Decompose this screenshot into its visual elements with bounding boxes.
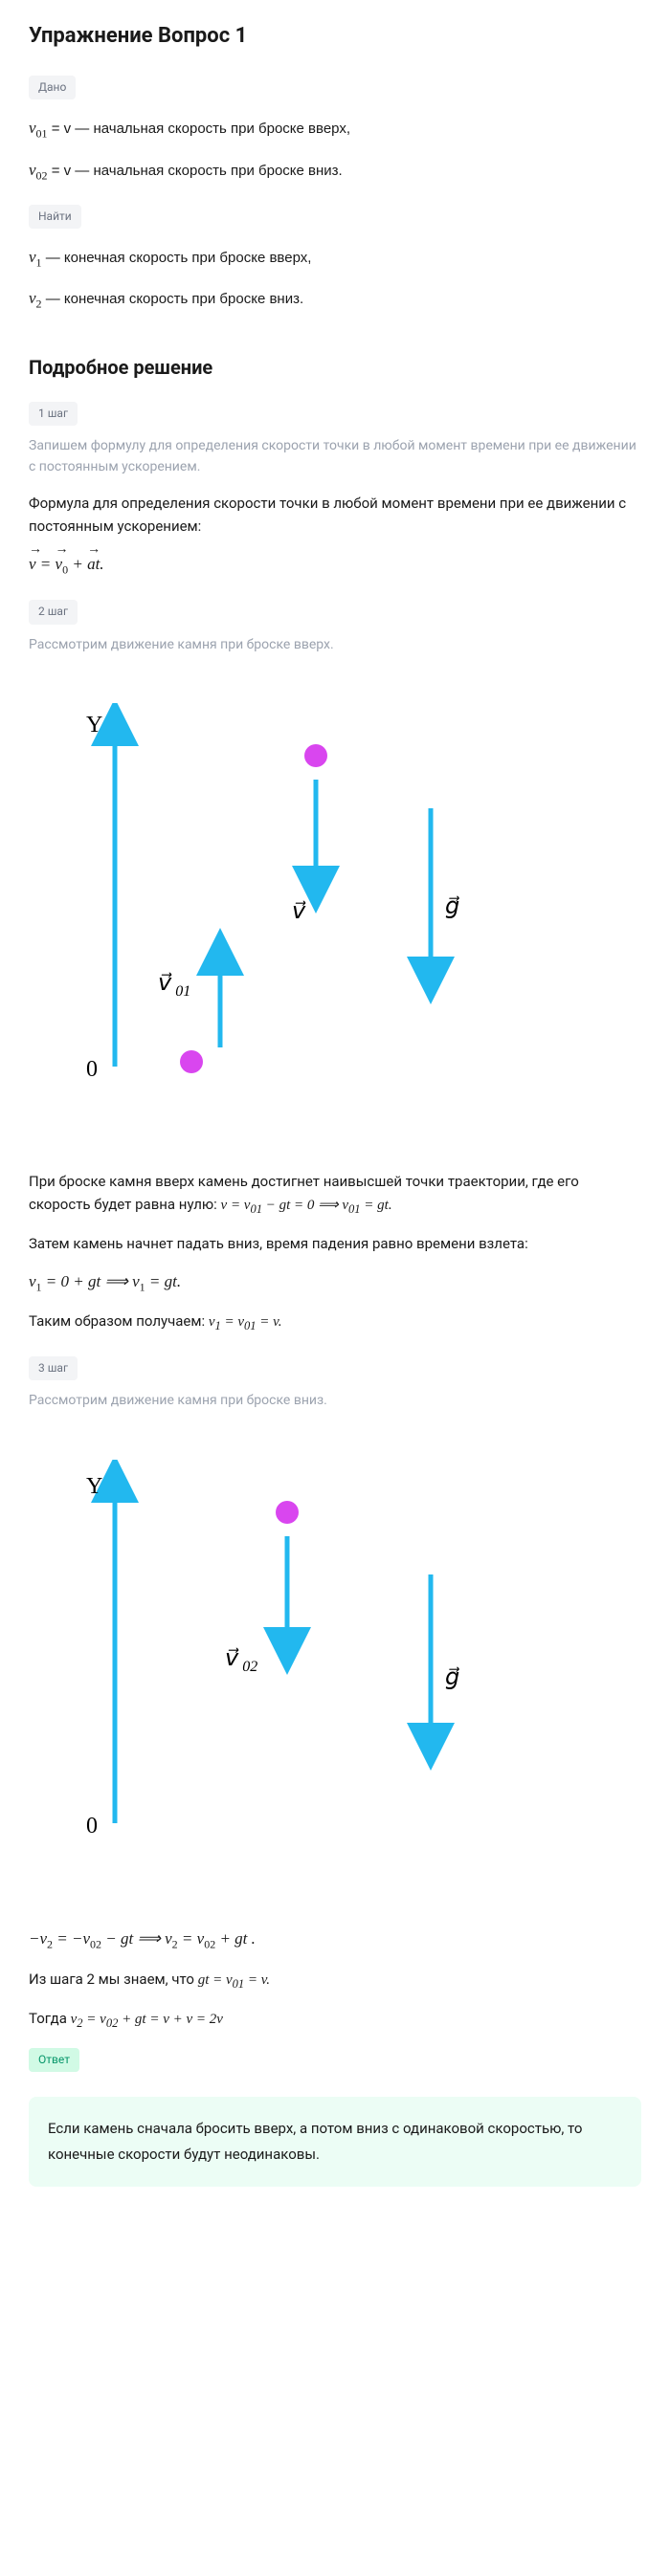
answer-box: Если камень сначала бросить вверх, а пот…	[29, 2097, 641, 2187]
diagram-throw-down: Y 0 v⃗ 02 g⃗	[67, 1460, 641, 1869]
given-line-2: v02 = v — начальная скорость при броске …	[29, 157, 641, 186]
var: v	[29, 248, 36, 266]
text: — конечная скорость при броске вверх,	[42, 250, 312, 266]
ball-top	[304, 744, 327, 767]
ball-start	[180, 1050, 203, 1073]
g-label: g⃗	[445, 894, 460, 919]
text: = v — начальная скорость при броске вниз…	[48, 163, 343, 179]
y-label: Y	[86, 713, 102, 738]
var: v	[29, 119, 36, 137]
given-badge: Дано	[29, 76, 76, 99]
zero-label: 0	[86, 1814, 98, 1838]
zero-label: 0	[86, 1057, 98, 1082]
step-2-description: Рассмотрим движение камня при броске вве…	[29, 634, 641, 655]
step-2-para-3: Таким образом получаем: v1 = v01 = v.	[29, 1310, 641, 1335]
var: v	[29, 161, 36, 179]
step-2-formula: v1 = 0 + gt ⟹ v1 = gt.	[29, 1268, 641, 1297]
find-line-1: v1 — конечная скорость при броске вверх,	[29, 244, 641, 273]
find-badge: Найти	[29, 205, 81, 229]
solution-heading: Подробное решение	[29, 352, 641, 383]
step-3-para-1: Из шага 2 мы знаем, что gt = v01 = v.	[29, 1968, 641, 1993]
text: = v — начальная скорость при броске ввер…	[48, 121, 350, 137]
diagram-throw-up: Y 0 v⃗ 01 v⃗ g⃗	[67, 703, 641, 1112]
diagram-1-svg: Y 0 v⃗ 01 v⃗ g⃗	[67, 703, 546, 1105]
step-3-description: Рассмотрим движение камня при броске вни…	[29, 1390, 641, 1411]
sub: 01	[36, 127, 48, 141]
v-label: v⃗	[292, 899, 306, 924]
step-1-text: Формула для определения скорости точки в…	[29, 492, 641, 538]
find-line-2: v2 — конечная скорость при броске вниз.	[29, 285, 641, 314]
step-2-para-2: Затем камень начнет падать вниз, время п…	[29, 1232, 641, 1255]
step-3-para-2: Тогда v2 = v02 + gt = v + v = 2v	[29, 2007, 641, 2033]
step-1-formula: v = v0 + at.	[29, 551, 641, 580]
step-1-badge: 1 шаг	[29, 402, 78, 426]
g-label: g⃗	[445, 1665, 460, 1690]
page-title: Упражнение Вопрос 1	[29, 19, 641, 53]
sub: 02	[36, 168, 48, 182]
var: v	[29, 289, 36, 307]
given-line-1: v01 = v — начальная скорость при броске …	[29, 115, 641, 143]
answer-text: Если камень сначала бросить вверх, а пот…	[48, 2120, 582, 2163]
y-label: Y	[86, 1474, 102, 1499]
step-3-formula-1: −v2 = −v02 − gt ⟹ v2 = v02 + gt .	[29, 1926, 641, 1954]
step-1-description: Запишем формулу для определения скорости…	[29, 435, 641, 478]
v02-label: v⃗ 02	[225, 1646, 257, 1675]
text: — конечная скорость при броске вниз.	[42, 291, 304, 307]
step-2-para-1: При броске камня вверх камень достигнет …	[29, 1170, 641, 1219]
v01-label: v⃗ 01	[158, 971, 190, 1000]
step-3-badge: 3 шаг	[29, 1356, 78, 1380]
ball-top	[276, 1501, 299, 1524]
answer-badge: Ответ	[29, 2048, 79, 2072]
diagram-2-svg: Y 0 v⃗ 02 g⃗	[67, 1460, 546, 1861]
step-2-badge: 2 шаг	[29, 600, 78, 624]
